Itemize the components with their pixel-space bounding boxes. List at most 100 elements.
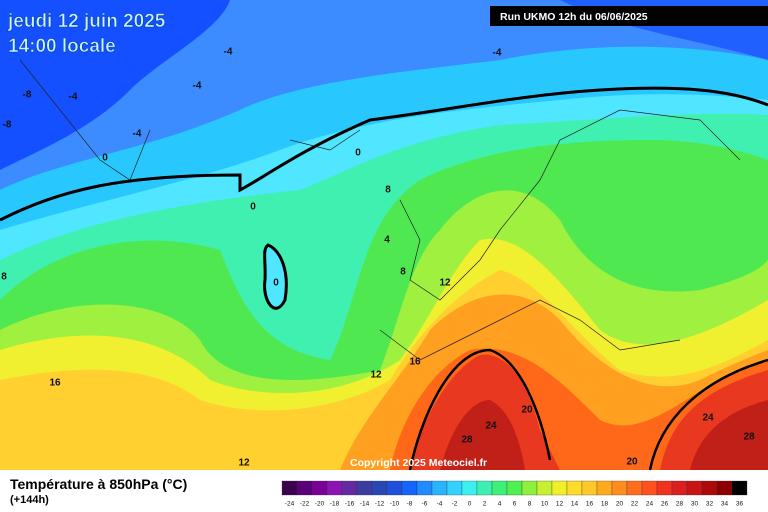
contour-label: -4 [133, 129, 142, 140]
contour-label: 24 [702, 413, 714, 424]
scale-label: 12 [556, 501, 564, 508]
scale-swatch [386, 480, 403, 496]
scale-swatch [371, 480, 388, 496]
scale-label: 2 [483, 501, 487, 508]
scale-label: -22 [300, 501, 310, 508]
scale-swatch [491, 480, 508, 496]
scale-label: -6 [422, 501, 428, 508]
coastline [19, 59, 741, 361]
scale-label: 28 [676, 501, 684, 508]
scale-label: 14 [571, 501, 579, 508]
scale-swatch [656, 480, 673, 496]
scale-swatch [506, 480, 523, 496]
scale-swatch [416, 480, 433, 496]
scale-label: 20 [616, 501, 624, 508]
scale-swatch [596, 480, 613, 496]
scale-swatch [671, 480, 688, 496]
contour-label: 8 [400, 267, 406, 278]
scale-swatch [356, 480, 373, 496]
contour-labels: -4 -4 -8 -4 -4 -8 -4 0 0 0 8 4 8 12 0 8 16 12 16 20 24 28 24 28… [1, 47, 755, 469]
scale-swatch [401, 480, 418, 496]
contour-label: 0 [102, 153, 108, 164]
scale-label: 10 [541, 501, 549, 508]
scale-label: 6 [513, 501, 517, 508]
scale-label: 26 [661, 501, 669, 508]
contour-label: 12 [370, 370, 382, 381]
scale-swatch [551, 480, 568, 496]
scale-swatch [431, 480, 448, 496]
contour-label: 12 [238, 458, 250, 469]
footer-lead: (+144h) [10, 494, 49, 506]
map-time: 14:00 locale [8, 36, 116, 57]
contour-label: 16 [49, 378, 61, 389]
scale-label: 24 [646, 501, 654, 508]
contour-label: -8 [3, 120, 12, 131]
scale-swatch [731, 480, 748, 496]
contour-twenty [648, 358, 768, 471]
scale-label: 32 [706, 501, 714, 508]
scale-label: 0 [468, 501, 472, 508]
scale-label: -10 [390, 501, 400, 508]
scale-label: -8 [407, 501, 413, 508]
contour-label: 4 [384, 235, 390, 246]
map: Run UKMO 12h du 06/06/2025 jeudi 12 juin… [0, 0, 768, 471]
scale-label: -2 [452, 501, 458, 508]
contour-label: 0 [250, 202, 256, 213]
cold-area [0, 0, 230, 170]
scale-label: -4 [437, 501, 443, 508]
contour-zero [0, 86, 768, 222]
contour-label: -4 [224, 47, 233, 58]
scale-swatch [281, 480, 298, 496]
scale-swatch [326, 480, 343, 496]
scale-swatch [476, 480, 493, 496]
scale-swatch [611, 480, 628, 496]
copyright: Copyright 2025 Meteociel.fr [350, 457, 487, 469]
scale-label: 36 [736, 501, 744, 508]
contour-label: 0 [355, 148, 361, 159]
contour-label: -4 [69, 92, 78, 103]
scale-swatch [686, 480, 703, 496]
contour-label: 0 [273, 278, 279, 289]
scale-swatch [461, 480, 478, 496]
contour-zero [263, 243, 288, 310]
scale-swatch [566, 480, 583, 496]
scale-label: 4 [498, 501, 502, 508]
contour-label: -8 [23, 90, 32, 101]
scale-swatch [701, 480, 718, 496]
scale-swatch [311, 480, 328, 496]
contour-label: 8 [1, 272, 7, 283]
scale-label: 34 [721, 501, 729, 508]
scale-swatch [641, 480, 658, 496]
scale-label: -24 [285, 501, 295, 508]
scale-swatch [296, 480, 313, 496]
scale-swatch [716, 480, 733, 496]
scale-label: 16 [586, 501, 594, 508]
contour-label: 28 [461, 435, 473, 446]
contour-label: 12 [439, 278, 451, 289]
scale-label: -16 [345, 501, 355, 508]
scale-swatch [581, 480, 598, 496]
temp-band [440, 400, 525, 470]
scale-label: 22 [631, 501, 639, 508]
scale-label: 8 [528, 501, 532, 508]
scale-swatch [626, 480, 643, 496]
temp-band [690, 400, 768, 470]
contour-label: -4 [493, 48, 502, 59]
scale-label: -12 [375, 501, 385, 508]
contour-label: -4 [193, 81, 202, 92]
scale-label: 30 [691, 501, 699, 508]
scale-label: -18 [330, 501, 340, 508]
run-info: Run UKMO 12h du 06/06/2025 [500, 11, 648, 23]
scale-swatch [341, 480, 358, 496]
contour-label: 20 [521, 405, 533, 416]
scale-label: -20 [315, 501, 325, 508]
footer-title: Température à 850hPa (°C) [10, 476, 187, 492]
scale-swatch [521, 480, 538, 496]
run-banner [490, 6, 768, 26]
scale-swatch [536, 480, 553, 496]
scale-label: -14 [360, 501, 370, 508]
contour-label: 28 [743, 432, 755, 443]
color-scale: -24 -22 -20 -18 -16 -14 -12 -10 -8 -6 -4 -2 0 2 4 6 8 10 1… [281, 480, 748, 508]
scale-label: 18 [601, 501, 609, 508]
